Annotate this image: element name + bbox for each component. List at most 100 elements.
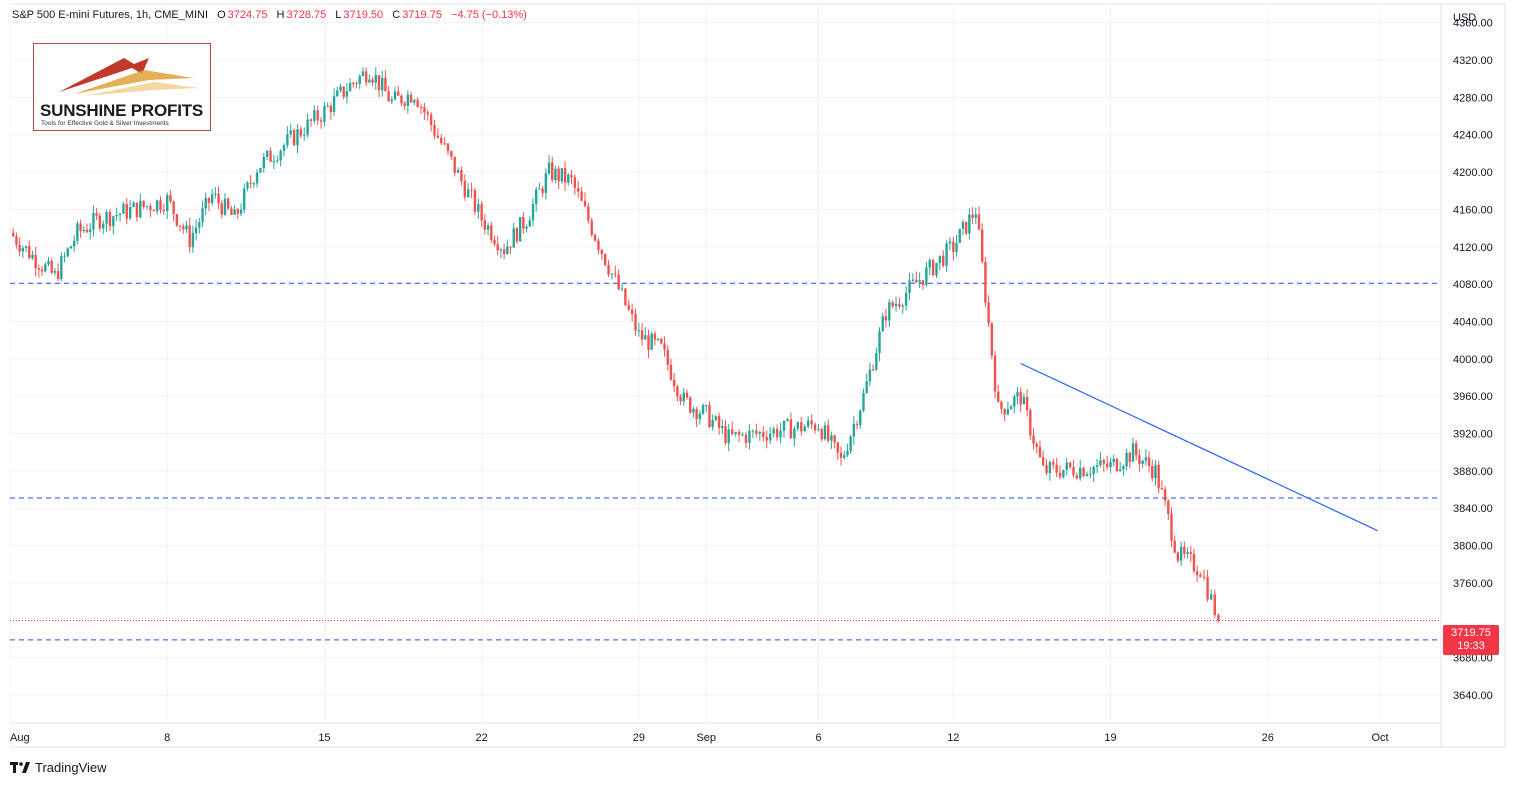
x-tick-label: 8 <box>164 732 170 744</box>
candle-body <box>178 225 182 227</box>
y-tick-label: 3880.00 <box>1453 466 1493 478</box>
candle-body <box>650 333 653 350</box>
candle-body <box>577 187 580 192</box>
candle-body <box>477 204 480 212</box>
candle-body <box>714 416 718 420</box>
candle-body <box>748 430 751 443</box>
logo-tagline: Tools for Effective Gold & Silver Invest… <box>41 120 169 127</box>
candle-body <box>698 413 702 420</box>
candle-body <box>50 260 53 273</box>
candle-body <box>1075 475 1079 479</box>
candle-body <box>993 355 997 392</box>
candle-body <box>751 430 755 432</box>
candle-body <box>871 369 875 371</box>
candle-body <box>194 227 198 234</box>
candle-body <box>198 222 201 228</box>
candle-body <box>155 200 159 212</box>
candle-body <box>506 246 509 254</box>
candle-body <box>627 305 630 310</box>
candle-body <box>292 130 296 146</box>
candle-body <box>76 223 79 241</box>
candle-body <box>833 435 836 443</box>
candle-body <box>945 243 948 266</box>
candle-body <box>1052 462 1055 465</box>
candle-body <box>118 213 122 215</box>
candle-body <box>721 426 724 428</box>
candle-body <box>239 209 243 214</box>
candle-body <box>800 422 803 432</box>
candle-body <box>1170 513 1173 541</box>
y-tick-label: 4240.00 <box>1453 130 1493 142</box>
candle-body <box>968 214 971 234</box>
candle-body <box>928 260 931 268</box>
candle-body <box>640 330 644 340</box>
candle-body <box>755 430 758 434</box>
candle-body <box>259 168 262 173</box>
high-value: 3728.75 <box>286 9 327 21</box>
candle-body <box>142 200 145 207</box>
candle-body <box>931 260 935 276</box>
candle-body <box>836 442 840 453</box>
candle-body <box>1109 462 1112 468</box>
candle-body <box>515 228 519 242</box>
candle-body <box>98 215 102 229</box>
candle-body <box>563 168 567 183</box>
candle-body <box>862 392 865 411</box>
candle-body <box>1173 540 1176 553</box>
candle-body <box>789 419 793 439</box>
candle-body <box>711 419 714 428</box>
candle-body <box>630 309 634 315</box>
candle-body <box>339 86 342 91</box>
candle-body <box>653 333 657 340</box>
candle-body <box>95 213 98 216</box>
symbol-title[interactable]: S&P 500 E-mini Futures, 1h, CME_MINI <box>12 9 209 21</box>
candle-body <box>977 214 981 230</box>
candle-body <box>1128 452 1131 462</box>
y-tick-label: 3960.00 <box>1453 391 1493 403</box>
candle-body <box>393 91 397 100</box>
candle-body <box>483 220 487 230</box>
candle-body <box>669 364 673 380</box>
candle-body <box>423 107 426 113</box>
candle-body <box>440 137 443 144</box>
candle-body <box>935 262 938 276</box>
candle-body <box>355 83 358 85</box>
candle-body <box>522 217 525 229</box>
candle-body <box>820 429 823 440</box>
candle-body <box>904 292 908 306</box>
candle-body <box>660 338 663 344</box>
candle-body <box>518 217 522 242</box>
candle-body <box>1058 472 1062 478</box>
candle-body <box>810 420 813 425</box>
candle-body <box>891 302 894 307</box>
candle-body <box>921 280 925 285</box>
candle-body <box>695 408 698 420</box>
candle-body <box>269 150 272 162</box>
candle-body <box>607 265 610 275</box>
candle-body <box>679 396 682 402</box>
candle-body <box>453 156 456 173</box>
candle-body <box>587 206 590 221</box>
candle-body <box>1189 552 1192 555</box>
candle-body <box>18 244 21 252</box>
candle-body <box>1065 462 1068 470</box>
candle-body <box>352 83 355 85</box>
candle-body <box>541 188 544 194</box>
x-tick-label: Oct <box>1371 732 1388 744</box>
open-value: 3724.75 <box>227 9 268 21</box>
candle-body <box>122 204 125 214</box>
candle-body <box>583 200 587 207</box>
x-tick-label: 19 <box>1104 732 1116 744</box>
candle-body <box>262 156 265 169</box>
y-tick-label: 4280.00 <box>1453 92 1493 104</box>
candle-body <box>509 246 512 248</box>
candle-body <box>214 193 217 195</box>
candle-body <box>958 228 961 243</box>
candle-body <box>185 225 188 230</box>
tradingview-brand[interactable]: TradingView <box>10 760 107 775</box>
candle-body <box>85 229 89 233</box>
candle-body <box>637 330 641 332</box>
candle-body <box>730 429 734 435</box>
candle-body <box>433 124 436 136</box>
